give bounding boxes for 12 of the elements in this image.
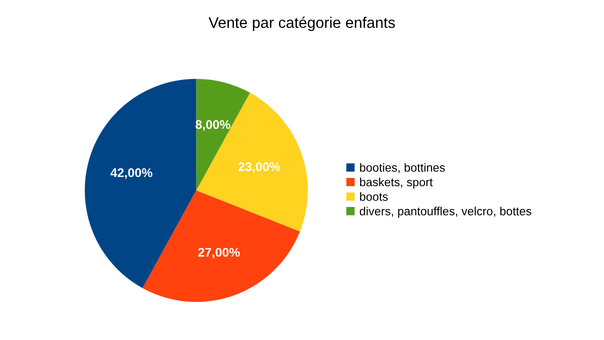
chart-title: Vente par catégorie enfants <box>208 16 395 32</box>
legend-label: baskets, sport <box>360 178 433 189</box>
data-label: 23,00% <box>238 162 280 173</box>
data-label: 8,00% <box>196 120 230 131</box>
legend-label: booties, bottines <box>360 163 445 174</box>
data-label: 27,00% <box>198 248 240 259</box>
data-label: 42,00% <box>110 168 152 179</box>
pie-slice <box>142 190 300 302</box>
pie-slice <box>196 92 308 232</box>
legend-label: divers, pantouffles, velcro, bottes <box>360 206 532 218</box>
pie-slice <box>84 78 196 288</box>
legend-label: boots <box>360 192 388 201</box>
